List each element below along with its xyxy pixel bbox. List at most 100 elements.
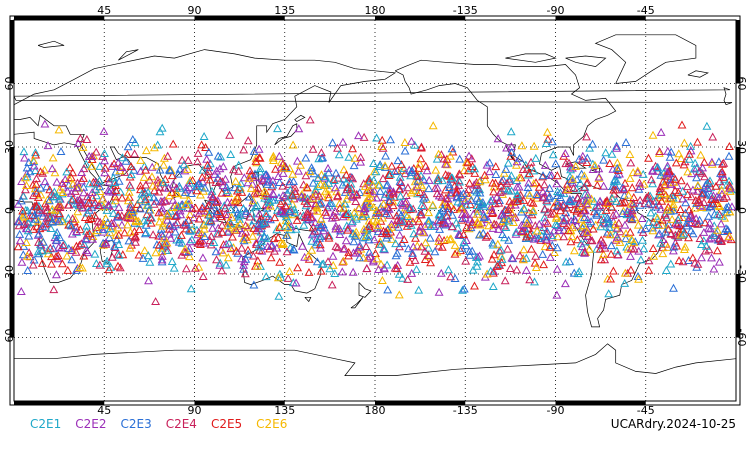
observation-triangle bbox=[599, 249, 608, 258]
observation-triangle bbox=[416, 154, 426, 163]
observation-triangle bbox=[380, 264, 389, 273]
observation-triangle bbox=[170, 200, 180, 209]
observation-triangle bbox=[567, 232, 577, 241]
observation-triangle bbox=[134, 225, 144, 234]
observation-triangle bbox=[374, 264, 383, 273]
observation-triangle bbox=[234, 166, 244, 175]
observation-triangle bbox=[144, 192, 154, 201]
observation-triangle bbox=[455, 154, 465, 163]
observation-triangle bbox=[444, 180, 454, 189]
observation-triangle bbox=[223, 227, 233, 236]
observation-triangle bbox=[600, 243, 610, 252]
observation-triangle bbox=[539, 260, 549, 269]
observation-triangle bbox=[588, 224, 598, 233]
frame-bar bbox=[375, 401, 466, 405]
observation-triangle bbox=[381, 151, 391, 160]
observation-triangle bbox=[656, 127, 666, 136]
observation-triangle bbox=[692, 163, 702, 172]
lon-tick-label-top: -90 bbox=[547, 4, 565, 17]
observation-triangle bbox=[646, 208, 656, 217]
observation-triangle bbox=[384, 195, 394, 204]
observation-triangle bbox=[279, 163, 289, 172]
observation-triangle bbox=[686, 141, 696, 150]
observation-triangle bbox=[453, 197, 463, 206]
observation-triangle bbox=[132, 199, 142, 208]
observation-triangle bbox=[14, 221, 24, 230]
observation-triangle bbox=[262, 189, 271, 198]
observation-triangle bbox=[95, 176, 104, 185]
observation-triangle bbox=[349, 161, 359, 170]
observation-triangle bbox=[506, 151, 516, 160]
observation-triangle bbox=[205, 175, 215, 184]
observation-triangle bbox=[531, 262, 541, 271]
observation-triangle bbox=[168, 179, 178, 188]
observation-triangle bbox=[373, 220, 383, 229]
observation-triangle bbox=[37, 246, 47, 255]
observation-triangle bbox=[31, 214, 41, 223]
observation-triangle bbox=[470, 185, 480, 194]
observation-triangle bbox=[583, 190, 593, 199]
observation-triangle bbox=[78, 142, 88, 151]
observation-triangle bbox=[211, 247, 221, 256]
observation-triangle bbox=[29, 161, 39, 170]
observation-triangle bbox=[408, 250, 418, 259]
observation-triangle bbox=[562, 203, 572, 212]
observation-triangle bbox=[176, 230, 186, 239]
observation-triangle bbox=[177, 155, 187, 164]
observation-triangle bbox=[45, 214, 55, 223]
observation-triangle bbox=[299, 180, 309, 189]
observation-triangle bbox=[537, 231, 547, 240]
observation-triangle bbox=[635, 195, 645, 204]
observation-triangle bbox=[141, 180, 151, 189]
observation-triangle bbox=[529, 179, 539, 188]
observation-triangle bbox=[493, 134, 503, 143]
observation-triangle bbox=[637, 214, 647, 222]
observation-triangle bbox=[334, 224, 344, 232]
observation-triangle bbox=[102, 259, 112, 268]
observation-triangle bbox=[339, 244, 348, 253]
frame-bar bbox=[10, 147, 14, 211]
observation-triangle bbox=[136, 195, 145, 204]
observation-triangle bbox=[114, 250, 124, 259]
observation-triangle bbox=[724, 141, 734, 150]
observation-triangle bbox=[58, 241, 68, 249]
observation-triangle bbox=[512, 190, 522, 199]
observation-triangle bbox=[559, 232, 569, 241]
observation-triangle bbox=[656, 238, 666, 247]
observation-triangle bbox=[146, 218, 156, 227]
observation-triangle bbox=[424, 184, 434, 193]
observation-triangle bbox=[565, 196, 575, 205]
observation-triangle bbox=[194, 179, 203, 188]
observation-triangle bbox=[166, 233, 176, 242]
observation-triangle bbox=[572, 184, 582, 193]
observation-triangle bbox=[305, 167, 315, 176]
observation-triangle bbox=[136, 166, 146, 175]
observation-triangle bbox=[621, 229, 631, 238]
observation-triangle bbox=[294, 124, 304, 133]
observation-triangle bbox=[475, 188, 485, 197]
observation-triangle bbox=[497, 254, 507, 263]
observation-triangle bbox=[682, 218, 692, 227]
observation-triangle bbox=[339, 256, 349, 265]
lat-tick-label-left: -30 bbox=[3, 265, 16, 283]
observation-triangle bbox=[588, 139, 598, 148]
observation-triangle bbox=[202, 154, 212, 163]
observation-triangle bbox=[270, 195, 280, 204]
observation-triangle bbox=[475, 177, 484, 186]
observation-triangle bbox=[655, 229, 665, 238]
observation-triangle bbox=[542, 127, 552, 136]
observation-triangle bbox=[82, 192, 92, 201]
observation-triangle bbox=[161, 196, 171, 205]
observation-triangle bbox=[328, 251, 338, 260]
observation-triangle bbox=[199, 224, 209, 233]
observation-triangle bbox=[34, 237, 43, 246]
observation-triangle bbox=[619, 185, 629, 194]
observation-triangle bbox=[151, 297, 161, 305]
observation-triangle bbox=[547, 231, 557, 240]
observation-triangle bbox=[87, 152, 97, 160]
observation-triangle bbox=[110, 196, 120, 205]
observation-triangle bbox=[467, 154, 477, 163]
observation-triangle bbox=[204, 147, 214, 156]
observation-triangle bbox=[707, 157, 717, 166]
observation-triangle bbox=[164, 191, 174, 200]
